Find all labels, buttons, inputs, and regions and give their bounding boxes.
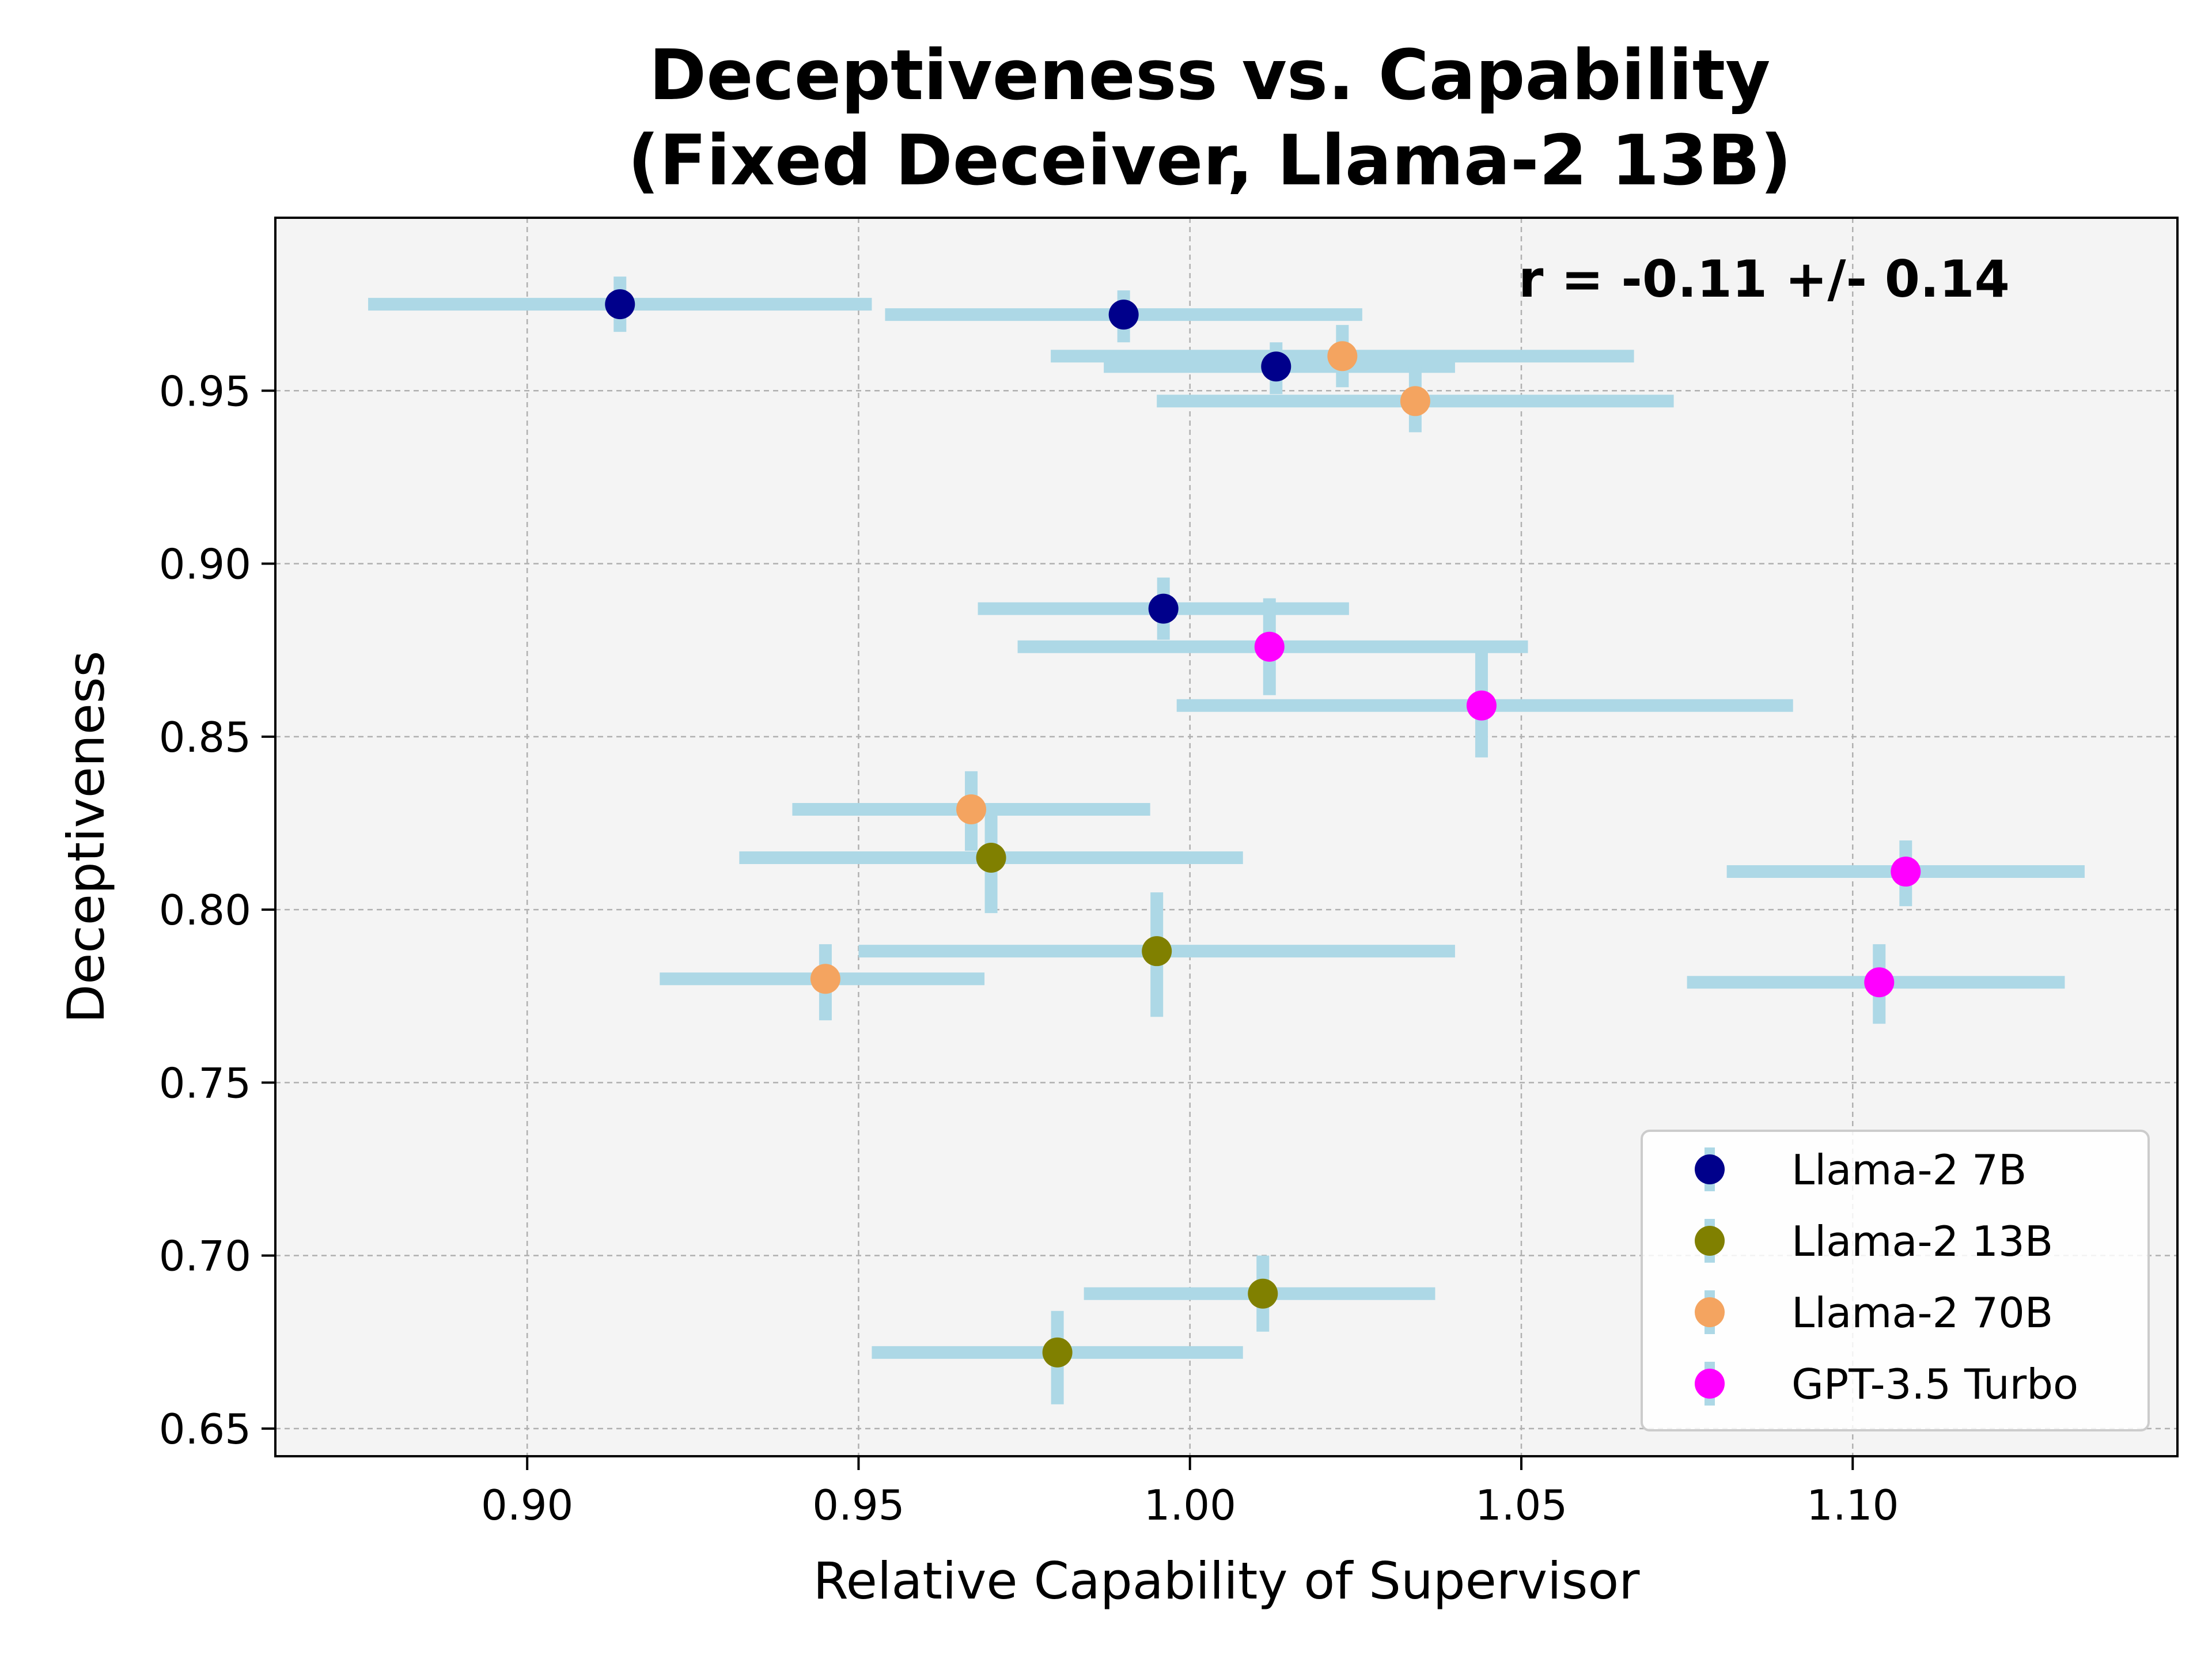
- data-points: [605, 289, 1921, 1368]
- x-tick-label: 0.95: [812, 1481, 904, 1529]
- y-axis-ticks: 0.65 0.70 0.75 0.80 0.85 0.90 0.95: [159, 367, 275, 1453]
- data-point: [1142, 936, 1172, 967]
- legend-marker: [1695, 1154, 1725, 1184]
- x-tick-label: 0.90: [481, 1481, 573, 1529]
- data-point: [1042, 1337, 1073, 1368]
- y-tick-label: 0.80: [159, 886, 251, 934]
- data-point: [1327, 341, 1358, 372]
- data-point: [1864, 967, 1895, 998]
- data-point: [1400, 386, 1430, 416]
- legend: Llama-2 7B Llama-2 13B Llama-2 70B GPT-3.5 …: [1641, 1130, 2150, 1431]
- correlation-annotation: r = -0.11 +/- 0.14: [1518, 249, 2010, 309]
- data-point: [1891, 857, 1921, 887]
- legend-box: [1641, 1130, 2150, 1431]
- x-axis-ticks: 0.90 0.95 1.00 1.05 1.10: [481, 1456, 1899, 1529]
- legend-label: Llama-2 70B: [1791, 1289, 2053, 1337]
- data-point: [810, 964, 840, 994]
- legend-marker: [1695, 1226, 1725, 1256]
- legend-label: GPT-3.5 Turbo: [1791, 1360, 2078, 1408]
- legend-marker: [1695, 1369, 1725, 1399]
- chart-title-line1: Deceptiveness vs. Capability: [649, 36, 1771, 116]
- data-point: [1108, 300, 1139, 330]
- x-tick-label: 1.05: [1475, 1481, 1567, 1529]
- data-point: [976, 843, 1006, 873]
- y-axis-label: Deceptiveness: [56, 650, 116, 1023]
- data-point: [1466, 690, 1497, 721]
- legend-label: Llama-2 13B: [1791, 1217, 2053, 1266]
- data-point: [956, 794, 987, 824]
- data-point: [1248, 1278, 1278, 1309]
- grid-lines: [275, 218, 2177, 1456]
- x-tick-label: 1.10: [1806, 1481, 1899, 1529]
- legend-marker: [1695, 1297, 1725, 1327]
- y-tick-label: 0.85: [159, 713, 251, 762]
- chart-title-line2: (Fixed Deceiver, Llama-2 13B): [628, 121, 1792, 201]
- data-point: [1254, 631, 1285, 662]
- y-tick-label: 0.75: [159, 1059, 251, 1107]
- y-tick-label: 0.90: [159, 540, 251, 589]
- data-point: [1261, 351, 1291, 382]
- y-tick-label: 0.95: [159, 367, 251, 415]
- data-point: [605, 289, 635, 320]
- x-tick-label: 1.00: [1144, 1481, 1236, 1529]
- legend-label: Llama-2 7B: [1791, 1146, 2027, 1194]
- data-point: [1148, 593, 1179, 624]
- plot-frame: [274, 217, 2179, 1457]
- y-tick-label: 0.65: [159, 1405, 251, 1453]
- x-axis-label: Relative Capability of Supervisor: [813, 1551, 1641, 1611]
- y-tick-label: 0.70: [159, 1232, 251, 1281]
